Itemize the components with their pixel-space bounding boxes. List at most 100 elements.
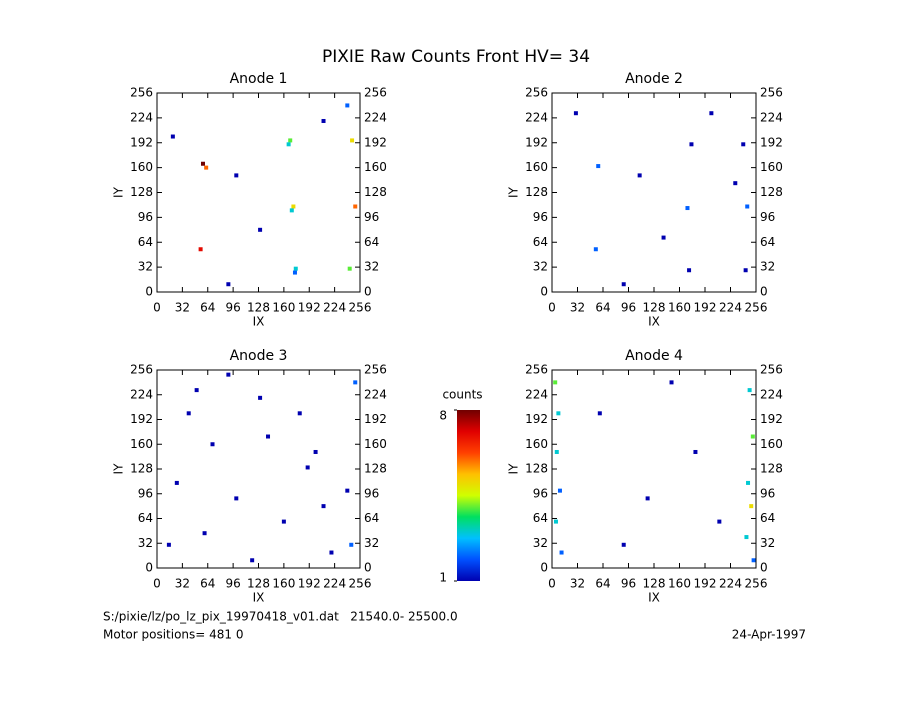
y-tick-label: 224 bbox=[130, 110, 153, 124]
y2-tick-label: 32 bbox=[364, 536, 379, 550]
y-tick-label: 32 bbox=[533, 536, 548, 550]
y-axis-label: IY bbox=[507, 463, 521, 475]
y2-tick-label: 32 bbox=[364, 260, 379, 274]
panel-title: Anode 2 bbox=[625, 71, 683, 87]
data-point bbox=[292, 270, 297, 275]
data-point bbox=[204, 165, 209, 170]
data-point bbox=[266, 434, 271, 439]
y2-tick-label: 224 bbox=[364, 110, 387, 124]
data-point bbox=[747, 388, 752, 393]
data-point bbox=[751, 558, 756, 563]
data-point bbox=[744, 535, 749, 540]
y-tick-label: 32 bbox=[138, 260, 153, 274]
y-tick-label: 32 bbox=[138, 536, 153, 550]
data-point bbox=[556, 411, 561, 416]
y2-tick-label: 64 bbox=[760, 235, 775, 249]
x-tick-label: 0 bbox=[153, 577, 161, 591]
data-point bbox=[345, 488, 350, 493]
data-point bbox=[733, 181, 738, 186]
data-point bbox=[258, 227, 263, 232]
x-tick-label: 96 bbox=[621, 301, 636, 315]
data-point bbox=[166, 542, 171, 547]
y-tick-label: 96 bbox=[138, 210, 153, 224]
y-tick-label: 192 bbox=[130, 412, 153, 426]
y2-tick-label: 160 bbox=[364, 437, 387, 451]
data-point bbox=[746, 480, 751, 485]
y2-tick-label: 32 bbox=[760, 536, 775, 550]
x-tick-label: 192 bbox=[694, 301, 717, 315]
x-tick-label: 256 bbox=[745, 301, 768, 315]
x-tick-label: 256 bbox=[349, 301, 372, 315]
data-point bbox=[250, 558, 255, 563]
data-point bbox=[198, 247, 203, 252]
data-point bbox=[286, 142, 291, 147]
y2-tick-label: 128 bbox=[760, 185, 783, 199]
figure-title: PIXIE Raw Counts Front HV= 34 bbox=[322, 47, 590, 67]
data-point bbox=[559, 550, 564, 555]
data-point bbox=[557, 488, 562, 493]
data-point bbox=[226, 372, 231, 377]
x-tick-label: 160 bbox=[272, 577, 295, 591]
colorbar-tick-label: 1 bbox=[439, 571, 447, 585]
y-tick-label: 224 bbox=[130, 387, 153, 401]
x-tick-label: 32 bbox=[175, 301, 190, 315]
y2-tick-label: 160 bbox=[760, 160, 783, 174]
x-tick-label: 32 bbox=[175, 577, 190, 591]
colorbar-tick-label: 8 bbox=[439, 409, 447, 423]
y-tick-label: 128 bbox=[525, 462, 548, 476]
y-axis-label: IY bbox=[112, 186, 126, 198]
y2-tick-label: 192 bbox=[364, 412, 387, 426]
panel-title: Anode 4 bbox=[625, 348, 683, 364]
y2-tick-label: 32 bbox=[760, 260, 775, 274]
y2-tick-label: 64 bbox=[760, 511, 775, 525]
data-point bbox=[288, 138, 293, 143]
y-tick-label: 96 bbox=[138, 486, 153, 500]
data-point bbox=[717, 519, 722, 524]
y-tick-label: 256 bbox=[525, 363, 548, 377]
y2-tick-label: 192 bbox=[760, 412, 783, 426]
x-tick-label: 224 bbox=[719, 577, 742, 591]
x-tick-label: 0 bbox=[153, 301, 161, 315]
y2-tick-label: 128 bbox=[760, 462, 783, 476]
y2-tick-label: 0 bbox=[760, 561, 768, 575]
y2-tick-label: 224 bbox=[760, 110, 783, 124]
y-tick-label: 256 bbox=[130, 363, 153, 377]
data-point bbox=[321, 504, 326, 509]
y2-tick-label: 128 bbox=[364, 462, 387, 476]
x-tick-label: 96 bbox=[225, 577, 240, 591]
data-point bbox=[693, 449, 698, 454]
data-point bbox=[749, 504, 754, 509]
y2-tick-label: 256 bbox=[364, 86, 387, 100]
x-tick-label: 0 bbox=[548, 301, 556, 315]
y-tick-label: 0 bbox=[145, 285, 153, 299]
x-tick-label: 128 bbox=[643, 577, 666, 591]
data-point bbox=[321, 118, 326, 123]
y2-tick-label: 192 bbox=[760, 135, 783, 149]
data-point bbox=[234, 496, 239, 501]
panel-title: Anode 3 bbox=[230, 348, 288, 364]
x-tick-label: 64 bbox=[200, 577, 215, 591]
data-point bbox=[313, 449, 318, 454]
data-point bbox=[297, 411, 302, 416]
y2-tick-label: 0 bbox=[364, 561, 372, 575]
y2-tick-label: 64 bbox=[364, 235, 379, 249]
y2-tick-label: 192 bbox=[364, 135, 387, 149]
x-tick-label: 224 bbox=[323, 577, 346, 591]
data-point bbox=[689, 142, 694, 147]
data-point bbox=[669, 380, 674, 385]
y2-tick-label: 96 bbox=[364, 486, 379, 500]
x-tick-label: 64 bbox=[200, 301, 215, 315]
data-point bbox=[661, 235, 666, 240]
x-tick-label: 96 bbox=[225, 301, 240, 315]
footer-motor: Motor positions= 481 0 bbox=[103, 628, 244, 642]
y-tick-label: 256 bbox=[525, 86, 548, 100]
x-tick-label: 128 bbox=[643, 301, 666, 315]
footer-date: 24-Apr-1997 bbox=[732, 628, 806, 642]
data-point bbox=[685, 206, 690, 211]
x-tick-label: 160 bbox=[272, 301, 295, 315]
y-tick-label: 160 bbox=[525, 160, 548, 174]
x-tick-label: 192 bbox=[694, 577, 717, 591]
y-tick-label: 96 bbox=[533, 210, 548, 224]
y-tick-label: 128 bbox=[130, 462, 153, 476]
data-point bbox=[289, 208, 294, 213]
